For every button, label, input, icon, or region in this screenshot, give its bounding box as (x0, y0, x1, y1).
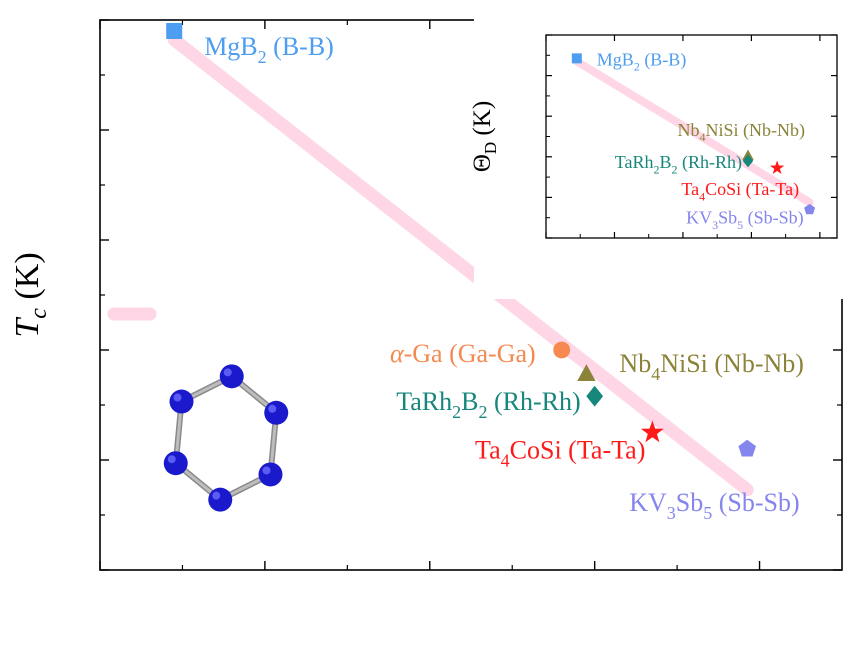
inset-data-label: MgB2 (B-B) (597, 49, 687, 73)
inset-data-label: Ta4CoSi (Ta-Ta) (681, 179, 799, 203)
inset-y-axis-label: ΘD (K) (469, 101, 500, 172)
linear-fit-line (167, 33, 754, 497)
data-point (586, 385, 604, 407)
data-point (738, 439, 756, 457)
data-label: Ta4CoSi (Ta-Ta) (475, 436, 645, 471)
y-axis-label: Tc (K) (9, 252, 52, 337)
data-label: KV3Sb5 (Sb-Sb) (629, 488, 799, 523)
inset-data-point (804, 203, 816, 215)
lattice-atom (163, 451, 188, 476)
data-label: TaRh2B2 (Rh-Rh) (396, 387, 580, 422)
lattice-atom-highlight (223, 368, 232, 377)
lattice-atom (169, 389, 194, 414)
inset-data-label: Nb4NiSi (Nb-Nb) (677, 120, 805, 144)
data-label: α-Ga (Ga-Ga) (390, 339, 536, 368)
lattice-atom (219, 364, 244, 389)
lattice-atom-highlight (262, 466, 271, 475)
data-point (640, 420, 664, 443)
lattice-atom (258, 462, 283, 487)
inset-data-point (742, 154, 754, 168)
lattice-atom (264, 400, 289, 425)
lattice-atom-highlight (268, 404, 277, 413)
lattice-atom-highlight (173, 393, 182, 402)
main-plot: Tc (K) MgB2 (B-B) α-Ga (Ga-Ga) Nb4NiSi (Nb-… (9, 19, 843, 571)
inset-plot: ΘD (K) MgB2 (B-B) Nb4NiSi (Nb-Nb) TaRh2B2 (… (469, 17, 845, 299)
lattice-atom-highlight (167, 455, 176, 464)
data-point (166, 23, 183, 39)
inset-background (474, 17, 845, 299)
data-label: Nb4NiSi (Nb-Nb) (619, 349, 804, 384)
inset-fit-line (572, 57, 814, 207)
inset-data-label: TaRh2B2 (Rh-Rh) (615, 152, 742, 176)
inset-data-point (571, 53, 582, 64)
data-point (577, 364, 596, 381)
honeycomb-lattice-illustration (163, 364, 289, 512)
lattice-atom-highlight (212, 491, 221, 500)
lattice-atom (208, 487, 233, 512)
data-label: MgB2 (B-B) (204, 32, 334, 67)
inset-data-point (769, 160, 785, 175)
inset-data-label: KV3Sb5 (Sb-Sb) (686, 208, 804, 232)
data-point (553, 341, 571, 359)
